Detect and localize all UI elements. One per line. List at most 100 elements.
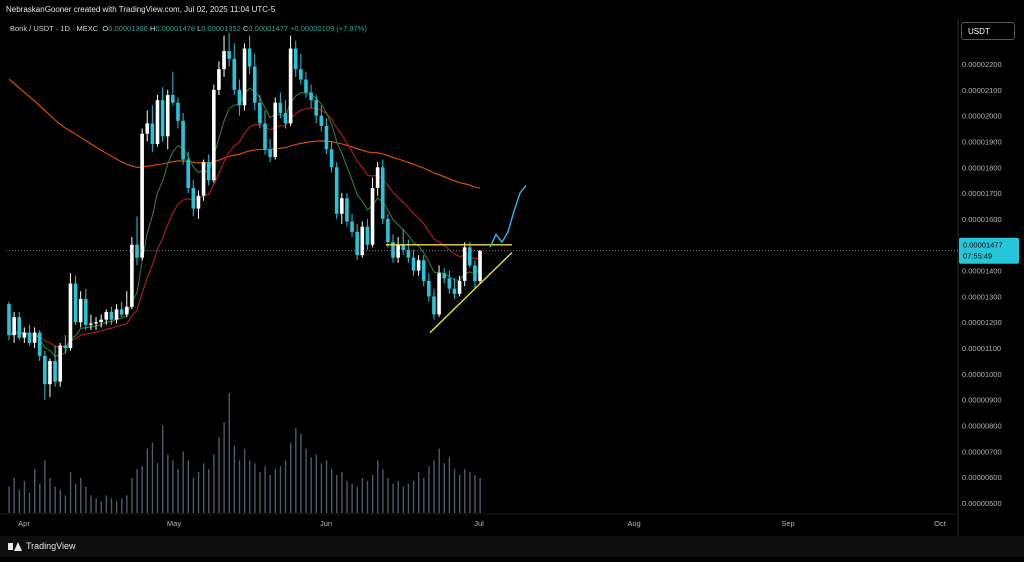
volume-bar: [121, 498, 123, 513]
volume-bar: [54, 486, 56, 513]
volume-bar: [264, 466, 266, 513]
price-tick-label: 0.00001700: [962, 189, 1002, 198]
price-tick-label: 0.00000600: [962, 473, 1002, 482]
candle-body: [155, 100, 160, 145]
candle-body: [411, 257, 416, 271]
candle-body: [462, 247, 467, 281]
candle-body: [334, 167, 339, 214]
volume-bar: [438, 448, 440, 513]
volume-bar: [126, 495, 128, 513]
volume-bar: [202, 463, 205, 513]
candle-body: [22, 332, 27, 338]
footer-bar: [0, 536, 1024, 557]
volume-bar: [407, 483, 410, 513]
candle-body: [478, 250, 482, 281]
candle-body: [89, 323, 93, 325]
candle-body: [299, 69, 303, 80]
tradingview-logo[interactable]: TradingView: [8, 541, 76, 551]
time-tick-label: Oct: [934, 519, 947, 528]
price-tick-label: 0.00001200: [962, 318, 1002, 327]
candle-body: [309, 92, 313, 101]
volume-bar: [156, 463, 159, 513]
open-value: 0.00001366: [108, 24, 148, 33]
volume-bar: [100, 501, 102, 513]
volume-bar: [479, 477, 481, 513]
price-tick-label: 0.00002100: [962, 86, 1002, 95]
volume-bar: [295, 428, 297, 513]
candle-body: [473, 265, 477, 281]
candle-body: [391, 242, 395, 258]
candle-body: [340, 198, 344, 214]
time-tick-label: Aug: [627, 519, 640, 528]
chart-credit: NebraskanGooner created with TradingView…: [6, 5, 276, 14]
volume-bar: [351, 483, 353, 513]
volume-bar: [443, 463, 445, 513]
candle-body: [99, 319, 103, 323]
candle-body: [186, 159, 190, 188]
volume-bar: [228, 393, 230, 513]
candle-body: [135, 244, 139, 258]
candle-body: [196, 195, 201, 209]
volume-bar: [13, 477, 15, 513]
volume-bar: [330, 469, 333, 513]
volume-bar: [423, 477, 425, 513]
volume-bar: [136, 469, 138, 513]
open-label: O: [102, 24, 109, 33]
volume-bar: [371, 474, 374, 513]
symbol-label[interactable]: Bonk / USDT · 1D · MEXC: [10, 24, 99, 33]
candle-body: [165, 94, 170, 137]
volume-bar: [162, 425, 164, 513]
current-price-tag: [959, 237, 1019, 264]
volume-bar: [433, 460, 435, 513]
candle-body: [109, 311, 114, 320]
volume-bar: [366, 480, 369, 513]
candle-body: [171, 94, 175, 103]
time-tick-label: Sep: [781, 519, 794, 528]
tradingview-mark-icon: [8, 541, 22, 551]
low-value: 0.00001352: [201, 24, 241, 33]
brand-label: TradingView: [26, 541, 76, 551]
volume-bar: [90, 495, 92, 513]
candle-body: [242, 48, 247, 106]
candle-body: [375, 167, 380, 188]
candle-body: [319, 115, 324, 126]
volume-bar: [34, 469, 36, 513]
volume-bar: [233, 445, 236, 513]
volume-bar: [110, 498, 113, 513]
volume-bar: [146, 448, 149, 513]
candle-body: [273, 102, 278, 157]
volume-bar: [249, 460, 251, 513]
volume-bar: [341, 472, 343, 513]
candle-body: [217, 69, 221, 90]
candle-body: [58, 345, 62, 382]
candle-body: [206, 162, 211, 181]
candle-body: [416, 260, 421, 271]
volume-bar: [382, 469, 384, 513]
price-tick-label: 0.00001900: [962, 137, 1002, 146]
candle-body: [380, 167, 385, 219]
candle-body: [12, 317, 16, 336]
candle-body: [355, 231, 359, 256]
projection-path[interactable]: [489, 184, 527, 248]
volume-bar: [377, 460, 379, 513]
price-tick-label: 0.00000800: [962, 422, 1002, 431]
volume-bar: [49, 477, 51, 513]
volume-bar: [172, 460, 174, 513]
candle-body: [114, 309, 119, 320]
volume-bar: [392, 483, 394, 513]
currency-button[interactable]: USDT: [961, 22, 1015, 40]
candle-body: [304, 79, 308, 93]
candle-body: [68, 283, 73, 349]
candle-body: [447, 278, 452, 289]
volume-bar: [356, 486, 358, 513]
price-tick-label: 0.00000500: [962, 499, 1002, 508]
support-trendline[interactable]: [429, 252, 513, 334]
time-tick-label: Jun: [320, 519, 332, 528]
volume-bar: [28, 492, 31, 513]
ohlc-legend: Bonk / USDT · 1D · MEXC O0.00001366 H 0.0…: [10, 24, 367, 33]
volume-bar: [397, 480, 399, 513]
candle-body: [130, 244, 134, 307]
high-label: H: [149, 24, 156, 33]
